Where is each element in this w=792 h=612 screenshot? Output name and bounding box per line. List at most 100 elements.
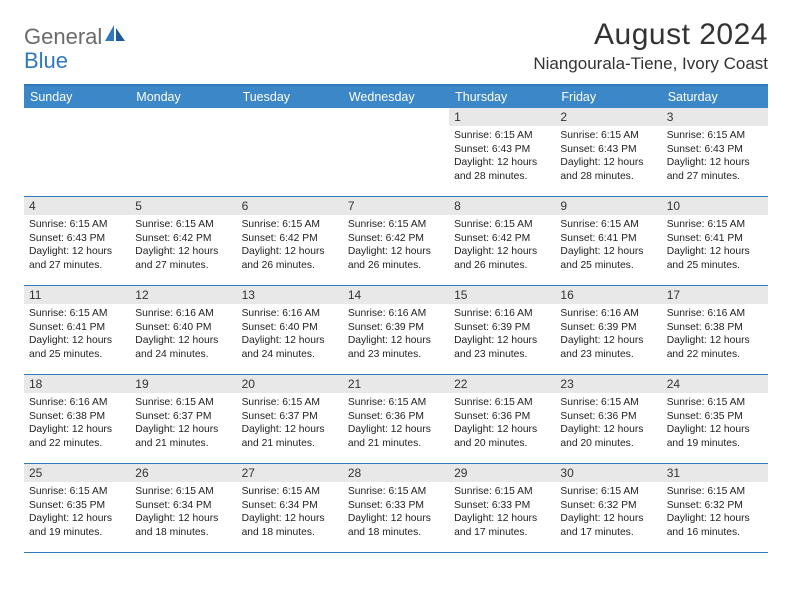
day-number: 22 (449, 375, 555, 393)
day-line: Daylight: 12 hours and 22 minutes. (29, 423, 125, 450)
day-line: Sunrise: 6:15 AM (560, 129, 656, 143)
day-line: Sunrise: 6:16 AM (135, 307, 231, 321)
day-number: 24 (662, 375, 768, 393)
logo-sail-icon (104, 24, 126, 42)
day-line: Daylight: 12 hours and 25 minutes. (29, 334, 125, 361)
day-line: Sunrise: 6:16 AM (454, 307, 550, 321)
day-cell: 10Sunrise: 6:15 AMSunset: 6:41 PMDayligh… (662, 197, 768, 285)
day-body: Sunrise: 6:15 AMSunset: 6:34 PMDaylight:… (237, 482, 343, 543)
day-number: 4 (24, 197, 130, 215)
day-cell (237, 108, 343, 196)
day-cell: 30Sunrise: 6:15 AMSunset: 6:32 PMDayligh… (555, 464, 661, 552)
week-row: 11Sunrise: 6:15 AMSunset: 6:41 PMDayligh… (24, 286, 768, 375)
day-cell (343, 108, 449, 196)
day-line: Daylight: 12 hours and 28 minutes. (560, 156, 656, 183)
day-body: Sunrise: 6:15 AMSunset: 6:36 PMDaylight:… (343, 393, 449, 454)
day-line: Daylight: 12 hours and 23 minutes. (560, 334, 656, 361)
dow-sunday: Sunday (24, 86, 130, 108)
day-line: Sunset: 6:36 PM (348, 410, 444, 424)
day-body: Sunrise: 6:15 AMSunset: 6:32 PMDaylight:… (555, 482, 661, 543)
day-number: 2 (555, 108, 661, 126)
day-line: Sunset: 6:36 PM (560, 410, 656, 424)
day-number: 21 (343, 375, 449, 393)
day-line: Sunrise: 6:15 AM (242, 396, 338, 410)
day-line: Daylight: 12 hours and 27 minutes. (135, 245, 231, 272)
day-cell: 23Sunrise: 6:15 AMSunset: 6:36 PMDayligh… (555, 375, 661, 463)
day-body (130, 112, 236, 119)
day-body: Sunrise: 6:15 AMSunset: 6:42 PMDaylight:… (237, 215, 343, 276)
day-number: 17 (662, 286, 768, 304)
day-body: Sunrise: 6:15 AMSunset: 6:42 PMDaylight:… (130, 215, 236, 276)
day-line: Daylight: 12 hours and 26 minutes. (242, 245, 338, 272)
dow-wednesday: Wednesday (343, 86, 449, 108)
day-body: Sunrise: 6:15 AMSunset: 6:33 PMDaylight:… (343, 482, 449, 543)
day-line: Daylight: 12 hours and 19 minutes. (29, 512, 125, 539)
day-cell: 16Sunrise: 6:16 AMSunset: 6:39 PMDayligh… (555, 286, 661, 374)
day-cell: 15Sunrise: 6:16 AMSunset: 6:39 PMDayligh… (449, 286, 555, 374)
day-body: Sunrise: 6:15 AMSunset: 6:36 PMDaylight:… (449, 393, 555, 454)
day-number: 23 (555, 375, 661, 393)
day-line: Sunset: 6:43 PM (29, 232, 125, 246)
day-line: Sunset: 6:34 PM (242, 499, 338, 513)
day-body: Sunrise: 6:15 AMSunset: 6:37 PMDaylight:… (130, 393, 236, 454)
day-number: 27 (237, 464, 343, 482)
day-line: Sunrise: 6:15 AM (454, 218, 550, 232)
day-line: Daylight: 12 hours and 17 minutes. (454, 512, 550, 539)
day-line: Sunset: 6:39 PM (560, 321, 656, 335)
day-cell: 5Sunrise: 6:15 AMSunset: 6:42 PMDaylight… (130, 197, 236, 285)
day-body: Sunrise: 6:15 AMSunset: 6:43 PMDaylight:… (555, 126, 661, 187)
title-block: August 2024 Niangourala-Tiene, Ivory Coa… (533, 18, 768, 74)
day-line: Sunset: 6:41 PM (667, 232, 763, 246)
day-body: Sunrise: 6:15 AMSunset: 6:43 PMDaylight:… (449, 126, 555, 187)
day-number: 29 (449, 464, 555, 482)
day-cell: 26Sunrise: 6:15 AMSunset: 6:34 PMDayligh… (130, 464, 236, 552)
day-number: 9 (555, 197, 661, 215)
day-number: 11 (24, 286, 130, 304)
day-body: Sunrise: 6:15 AMSunset: 6:37 PMDaylight:… (237, 393, 343, 454)
day-line: Sunrise: 6:16 AM (348, 307, 444, 321)
day-number: 13 (237, 286, 343, 304)
day-line: Sunset: 6:42 PM (454, 232, 550, 246)
day-body: Sunrise: 6:15 AMSunset: 6:34 PMDaylight:… (130, 482, 236, 543)
day-cell: 9Sunrise: 6:15 AMSunset: 6:41 PMDaylight… (555, 197, 661, 285)
calendar-page: General August 2024 Niangourala-Tiene, I… (0, 0, 792, 565)
day-line: Daylight: 12 hours and 16 minutes. (667, 512, 763, 539)
day-line: Sunset: 6:36 PM (454, 410, 550, 424)
day-number: 3 (662, 108, 768, 126)
day-number: 12 (130, 286, 236, 304)
day-line: Sunrise: 6:15 AM (560, 218, 656, 232)
day-line: Sunset: 6:41 PM (29, 321, 125, 335)
day-cell: 1Sunrise: 6:15 AMSunset: 6:43 PMDaylight… (449, 108, 555, 196)
day-line: Sunset: 6:32 PM (560, 499, 656, 513)
day-cell: 21Sunrise: 6:15 AMSunset: 6:36 PMDayligh… (343, 375, 449, 463)
day-line: Sunrise: 6:15 AM (242, 485, 338, 499)
day-body: Sunrise: 6:16 AMSunset: 6:38 PMDaylight:… (24, 393, 130, 454)
day-line: Sunset: 6:35 PM (667, 410, 763, 424)
week-row: 4 Sunrise: 6:15 AM Sunset: 6:43 PM Daylight… (24, 197, 768, 286)
day-line: Sunrise: 6:15 AM (29, 485, 125, 499)
day-line: Sunset: 6:43 PM (667, 143, 763, 157)
day-line: Daylight: 12 hours and 17 minutes. (560, 512, 656, 539)
day-cell: 14Sunrise: 6:16 AMSunset: 6:39 PMDayligh… (343, 286, 449, 374)
day-body: Sunrise: 6:16 AMSunset: 6:40 PMDaylight:… (237, 304, 343, 365)
day-body: Sunrise: 6:16 AMSunset: 6:39 PMDaylight:… (555, 304, 661, 365)
day-line: Sunset: 6:43 PM (560, 143, 656, 157)
day-line: Daylight: 12 hours and 20 minutes. (560, 423, 656, 450)
day-line: Sunset: 6:33 PM (454, 499, 550, 513)
day-line: Sunset: 6:34 PM (135, 499, 231, 513)
day-body: Sunrise: 6:16 AMSunset: 6:39 PMDaylight:… (343, 304, 449, 365)
day-line: Sunset: 6:38 PM (29, 410, 125, 424)
day-line: Sunrise: 6:15 AM (667, 485, 763, 499)
day-line: Daylight: 12 hours and 20 minutes. (454, 423, 550, 450)
dow-monday: Monday (130, 86, 236, 108)
day-number: 15 (449, 286, 555, 304)
day-cell: 12Sunrise: 6:16 AMSunset: 6:40 PMDayligh… (130, 286, 236, 374)
day-number: 1 (449, 108, 555, 126)
day-line: Daylight: 12 hours and 18 minutes. (135, 512, 231, 539)
day-number: 18 (24, 375, 130, 393)
day-line: Sunset: 6:42 PM (242, 232, 338, 246)
day-line: Daylight: 12 hours and 18 minutes. (242, 512, 338, 539)
dow-header-row: Sunday Monday Tuesday Wednesday Thursday… (24, 86, 768, 108)
day-number: 5 (130, 197, 236, 215)
header: General August 2024 Niangourala-Tiene, I… (24, 18, 768, 74)
